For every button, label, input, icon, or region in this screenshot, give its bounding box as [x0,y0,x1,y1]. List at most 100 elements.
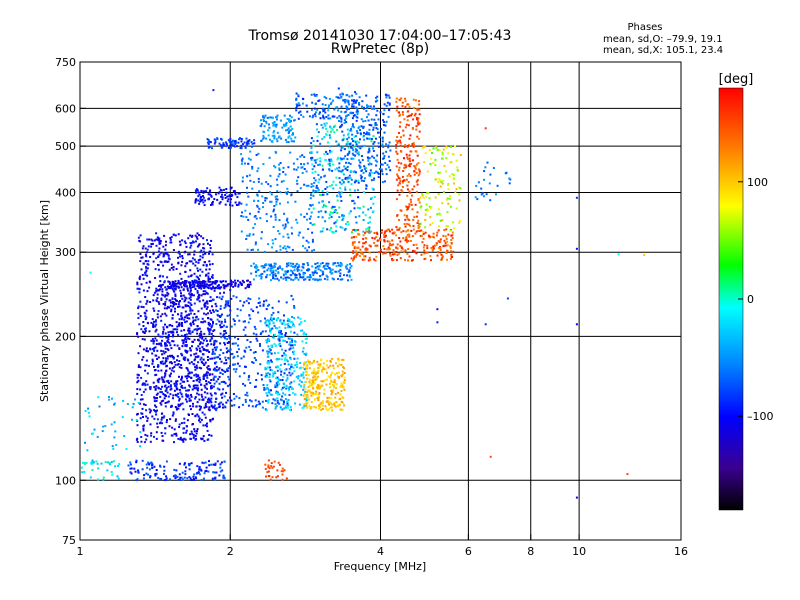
data-point [322,114,325,117]
data-point [183,421,186,424]
data-point [111,445,114,447]
data-point [189,302,192,305]
data-point [373,237,376,240]
data-point [416,109,419,112]
data-point [280,276,283,279]
data-point [178,397,181,400]
data-point [404,97,407,100]
data-point [410,229,413,232]
data-point [330,101,333,104]
data-point [221,196,224,199]
data-point [229,203,231,206]
data-point [313,374,316,377]
data-point [209,382,212,385]
data-point [327,109,330,112]
data-point [196,245,199,248]
data-point [240,215,243,217]
data-point [160,376,163,379]
data-point [284,191,287,194]
data-point [203,364,206,366]
data-point [292,272,294,275]
data-point [338,144,340,147]
data-point [282,403,285,406]
data-point [288,394,291,396]
data-point [136,441,139,443]
data-point [262,384,265,386]
data-point [280,399,283,402]
data-point [202,250,205,253]
data-point [153,347,156,350]
data-point [302,388,305,391]
data-point [208,434,211,436]
data-point [275,319,278,322]
data-point [355,250,358,253]
data-point [168,280,171,283]
data-point [269,116,272,119]
data-point [399,113,402,116]
data-point [251,361,254,364]
data-point [129,463,132,466]
data-point [169,237,172,240]
data-point [166,419,168,421]
data-point [342,146,344,149]
data-point [188,297,191,300]
data-point [398,227,401,230]
data-point [395,198,398,201]
data-point [229,365,231,368]
data-point [274,218,277,221]
data-point [206,371,209,374]
data-point [267,324,270,327]
data-point [356,109,359,112]
data-point [575,247,578,250]
data-point [449,195,452,197]
data-point [375,170,378,173]
data-point [282,383,285,386]
data-point [311,383,314,386]
data-point [272,398,275,401]
data-point [160,431,163,434]
data-point [190,408,192,411]
data-point [357,232,360,235]
data-point [218,320,221,323]
data-point [337,264,340,267]
data-point [311,379,314,382]
data-point [417,198,420,201]
data-point [268,376,271,379]
data-point [197,244,200,247]
data-point [187,329,190,332]
data-point [408,114,411,117]
data-point [209,420,212,423]
data-point [398,132,400,134]
data-point [305,170,308,173]
data-point [347,136,350,139]
data-point [171,414,174,417]
data-point [443,239,446,242]
data-point [389,253,392,256]
data-point [222,388,225,391]
data-point [204,361,207,364]
data-point [163,380,166,383]
data-point [229,348,232,351]
data-point [325,268,328,270]
data-point [346,140,349,143]
data-point [187,237,190,240]
data-point [219,144,222,147]
data-point [376,154,379,157]
data-point [404,105,407,108]
data-point [197,338,199,341]
data-point [210,343,213,346]
data-point [271,476,274,479]
data-point [251,165,254,168]
data-point [406,146,409,149]
data-point [173,301,176,304]
data-point [212,309,214,312]
data-point [198,202,201,205]
data-point [159,395,162,398]
data-point [212,351,215,354]
data-point [262,116,265,119]
data-point [296,221,299,224]
data-point [403,166,406,169]
data-point [289,385,292,388]
data-point [312,189,315,192]
data-point [429,255,432,257]
